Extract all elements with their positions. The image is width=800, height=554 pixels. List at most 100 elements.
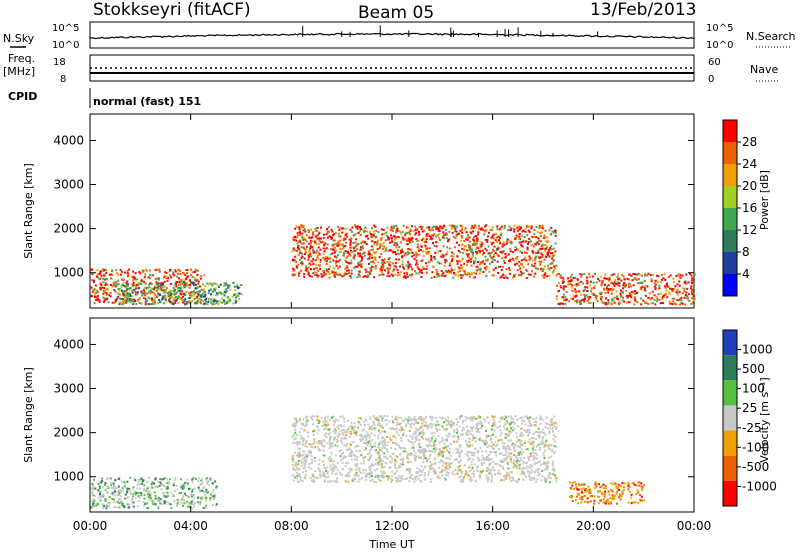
scatter-cell bbox=[471, 434, 474, 437]
scatter-cell bbox=[337, 432, 340, 435]
scatter-cell bbox=[401, 236, 404, 239]
scatter-cell bbox=[476, 239, 479, 242]
scatter-cell bbox=[377, 424, 379, 427]
scatter-cell bbox=[299, 239, 301, 242]
scatter-cell bbox=[417, 268, 420, 271]
scatter-cell bbox=[393, 225, 396, 228]
scatter-cell bbox=[298, 249, 301, 252]
scatter-cell bbox=[206, 477, 208, 480]
scatter-cell bbox=[534, 257, 537, 259]
scatter-cell bbox=[423, 418, 426, 420]
scatter-cell bbox=[105, 488, 107, 491]
scatter-cell bbox=[302, 457, 305, 460]
scatter-cell bbox=[526, 448, 529, 451]
scatter-cell bbox=[179, 297, 181, 300]
scatter-cell bbox=[221, 301, 224, 304]
scatter-cell bbox=[116, 297, 119, 300]
scatter-cell bbox=[494, 435, 497, 438]
scatter-cell bbox=[673, 287, 676, 290]
scatter-cell bbox=[474, 257, 477, 260]
scatter-cell bbox=[191, 271, 194, 274]
scatter-cell bbox=[545, 461, 548, 464]
scatter-cell bbox=[339, 473, 342, 476]
scatter-cell bbox=[431, 228, 434, 231]
scatter-cell bbox=[102, 290, 105, 292]
scatter-cell bbox=[429, 478, 432, 481]
scatter-cell bbox=[353, 254, 356, 257]
scatter-cell bbox=[140, 494, 143, 497]
scatter-cell bbox=[164, 289, 167, 292]
scatter-cell bbox=[412, 454, 415, 457]
scatter-cell bbox=[317, 246, 320, 249]
scatter-cell bbox=[296, 443, 299, 446]
scatter-cell bbox=[308, 236, 311, 239]
scatter-cell bbox=[184, 494, 187, 497]
scatter-cell bbox=[336, 244, 339, 247]
scatter-cell bbox=[674, 285, 677, 288]
scatter-cell bbox=[326, 472, 329, 475]
scatter-cell bbox=[445, 434, 448, 437]
scatter-cell bbox=[446, 246, 449, 249]
scatter-cell bbox=[669, 287, 671, 290]
scatter-cell bbox=[444, 228, 447, 231]
colorbar-segment bbox=[723, 186, 737, 208]
scatter-cell bbox=[409, 423, 411, 426]
scatter-cell bbox=[579, 299, 582, 302]
scatter-cell bbox=[508, 272, 511, 275]
scatter-cell bbox=[530, 437, 533, 440]
scatter-cell bbox=[428, 226, 431, 228]
scatter-cell bbox=[551, 448, 554, 451]
scatter-cell bbox=[202, 290, 205, 293]
scatter-cell bbox=[211, 490, 214, 493]
scatter-cell bbox=[478, 272, 481, 275]
scatter-cell bbox=[124, 292, 127, 295]
scatter-cell bbox=[401, 478, 404, 481]
scatter-cell bbox=[428, 228, 430, 231]
scatter-cell bbox=[533, 229, 536, 231]
scatter-cell bbox=[207, 300, 210, 303]
scatter-cell bbox=[485, 450, 488, 453]
scatter-cell bbox=[439, 239, 442, 241]
scatter-cell bbox=[126, 298, 129, 301]
scatter-cell bbox=[610, 274, 613, 277]
scatter-cell bbox=[326, 243, 329, 246]
scatter-cell bbox=[505, 420, 508, 423]
scatter-cell bbox=[441, 274, 444, 277]
scatter-cell bbox=[211, 303, 214, 306]
scatter-cell bbox=[444, 261, 447, 264]
scatter-cell bbox=[539, 247, 542, 250]
scatter-cell bbox=[527, 225, 530, 228]
scatter-cell bbox=[304, 444, 307, 447]
scatter-cell bbox=[303, 273, 306, 275]
scatter-cell bbox=[357, 254, 360, 257]
scatter-cell bbox=[157, 499, 160, 502]
scatter-cell bbox=[334, 262, 337, 265]
scatter-cell bbox=[346, 255, 349, 258]
scatter-cell bbox=[299, 231, 302, 234]
scatter-cell bbox=[448, 264, 451, 267]
scatter-cell bbox=[397, 252, 400, 255]
scatter-cell bbox=[293, 417, 296, 420]
scatter-cell bbox=[228, 285, 231, 288]
scatter-cell bbox=[337, 273, 340, 276]
scatter-cell bbox=[532, 456, 535, 459]
freq-tick-high: 18 bbox=[53, 57, 66, 68]
scatter-cell bbox=[491, 260, 494, 263]
scatter-cell bbox=[618, 277, 621, 280]
scatter-cell bbox=[174, 477, 177, 480]
scatter-cell bbox=[576, 299, 579, 302]
scatter-cell bbox=[420, 480, 423, 483]
scatter-cell bbox=[428, 247, 431, 250]
scatter-cell bbox=[157, 292, 160, 295]
scatter-cell bbox=[539, 256, 542, 259]
scatter-cell bbox=[496, 443, 499, 446]
scatter-cell bbox=[382, 470, 385, 473]
scatter-cell bbox=[459, 229, 462, 232]
scatter-cell bbox=[610, 292, 613, 295]
scatter-cell bbox=[330, 468, 333, 471]
scatter-cell bbox=[548, 472, 551, 475]
scatter-cell bbox=[518, 228, 521, 231]
scatter-cell bbox=[109, 273, 112, 276]
scatter-cell bbox=[528, 428, 530, 431]
scatter-cell bbox=[358, 274, 361, 277]
